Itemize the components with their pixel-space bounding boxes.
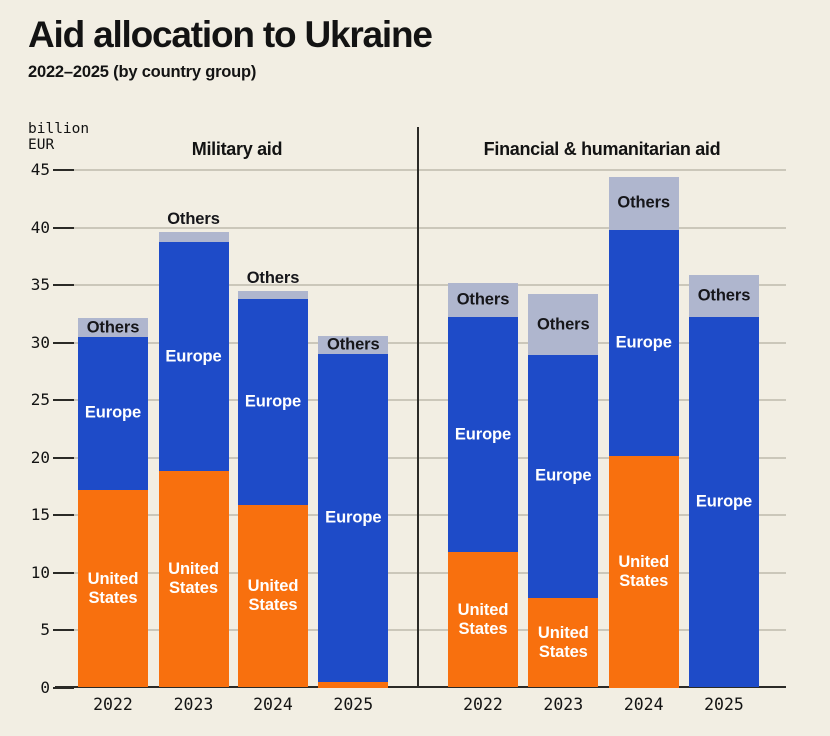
bar-segment-label-others: Others bbox=[537, 315, 590, 334]
x-axis-label: 2024 bbox=[253, 695, 293, 714]
bar-segment-europe bbox=[238, 298, 308, 505]
gridline bbox=[56, 456, 786, 459]
axis-tick bbox=[53, 399, 74, 401]
y-axis-unit-label: billion EUR bbox=[28, 121, 90, 153]
bar-segment-europe bbox=[608, 229, 679, 457]
y-axis-tick-label: 20 bbox=[30, 447, 50, 467]
gridline bbox=[56, 341, 786, 344]
bar-segment-label-others: Others bbox=[697, 286, 751, 305]
bar-segment-label-europe: Europe bbox=[615, 333, 672, 352]
bar-segment-label-others: Others bbox=[617, 193, 670, 212]
y-axis-tick-label: 0 bbox=[40, 677, 50, 697]
axis-tick bbox=[53, 284, 74, 286]
bar-segment-label-others: Others bbox=[456, 290, 510, 309]
y-axis-unit-line1: billion bbox=[28, 121, 90, 137]
bar-segment-label-europe: Europe bbox=[454, 425, 512, 443]
y-axis-tick-label: 5 bbox=[40, 620, 50, 639]
y-axis-tick-label: 15 bbox=[30, 505, 50, 524]
bar-segment-us bbox=[318, 681, 389, 688]
gridline bbox=[56, 571, 786, 574]
axis-tick bbox=[53, 226, 74, 229]
bar-segment-label-us: United States bbox=[537, 623, 589, 661]
bar-segment-others bbox=[689, 274, 759, 318]
bar-segment-label-us: United States bbox=[457, 600, 509, 638]
bar-segment-others bbox=[608, 176, 679, 230]
bar-segment-others bbox=[158, 232, 229, 243]
bar-segment-us bbox=[78, 489, 148, 688]
y-axis-tick-label: 30 bbox=[30, 332, 50, 352]
page-title: Aid allocation to Ukraine bbox=[28, 14, 433, 55]
bar-segment-label-us: United States bbox=[87, 569, 139, 607]
bar-segment-label-us: United States bbox=[168, 560, 219, 598]
axis-tick bbox=[53, 341, 74, 344]
y-axis-tick-label: 40 bbox=[30, 217, 50, 237]
x-axis-label: 2022 bbox=[463, 695, 503, 714]
bar-segment-others bbox=[318, 335, 389, 354]
bar-segment-label-europe: Europe bbox=[244, 392, 302, 411]
bar-segment-us bbox=[158, 471, 229, 688]
bar-segment-label-us: United States bbox=[618, 552, 670, 590]
bar-segment-europe bbox=[318, 354, 389, 682]
bar-segment-label-europe: Europe bbox=[165, 347, 222, 366]
y-axis-unit-line2: EUR bbox=[28, 136, 55, 153]
bar-segment-us bbox=[608, 456, 679, 688]
bar-segment-label-europe: Europe bbox=[695, 492, 753, 511]
bar-segment-us bbox=[448, 551, 518, 688]
axis-tick bbox=[53, 571, 74, 574]
y-axis-tick-label: 25 bbox=[30, 390, 50, 409]
y-axis-tick-label: 10 bbox=[30, 562, 50, 582]
bar-segment-others bbox=[528, 294, 599, 356]
bar-segment-label-europe: Europe bbox=[535, 466, 592, 485]
y-axis-tick-label: 45 bbox=[30, 160, 50, 179]
x-axis-label: 2025 bbox=[333, 695, 374, 714]
bar-segment-us bbox=[238, 504, 308, 688]
page-subtitle: 2022–2025 (by country group) bbox=[28, 63, 257, 81]
bar-segment-europe bbox=[158, 242, 229, 472]
bar-segment-label-others: Others bbox=[86, 318, 140, 337]
gridline bbox=[56, 169, 786, 171]
bar-segment-others bbox=[238, 290, 308, 299]
axis-tick bbox=[53, 514, 74, 516]
axis-tick bbox=[53, 456, 74, 459]
bar-segment-others bbox=[448, 282, 518, 318]
x-axis-label: 2022 bbox=[93, 695, 133, 714]
gridline bbox=[56, 629, 786, 631]
bar-segment-europe bbox=[689, 317, 759, 688]
bar-segment-label-europe: Europe bbox=[325, 508, 382, 527]
gridline bbox=[56, 284, 786, 286]
x-axis-label: 2025 bbox=[704, 695, 744, 714]
panel-title-military: Military aid bbox=[191, 139, 283, 159]
y-axis-tick-label: 35 bbox=[30, 275, 50, 294]
axis-tick bbox=[53, 169, 74, 171]
panel-title-financial: Financial & humanitarian aid bbox=[483, 139, 721, 159]
x-axis-label: 2024 bbox=[623, 695, 664, 714]
bar-segment-europe bbox=[78, 336, 148, 490]
bar-segment-others bbox=[78, 318, 148, 337]
bar-segment-label-others: Others bbox=[167, 210, 220, 229]
bar-segment-label-others: Others bbox=[327, 335, 380, 354]
bar-segment-label-europe: Europe bbox=[84, 403, 142, 422]
panel-divider bbox=[417, 127, 419, 686]
gridline bbox=[56, 514, 786, 516]
bar-segment-europe bbox=[528, 355, 599, 598]
x-axis-baseline bbox=[55, 686, 786, 688]
axis-tick bbox=[53, 629, 74, 631]
x-axis-label: 2023 bbox=[173, 695, 214, 714]
gridline bbox=[56, 226, 786, 229]
bar-segment-europe bbox=[448, 317, 518, 552]
bar-segment-label-others: Others bbox=[246, 268, 300, 287]
gridline bbox=[56, 399, 786, 401]
bar-segment-us bbox=[528, 597, 599, 688]
bar-segment-label-us: United States bbox=[247, 577, 299, 615]
x-axis-label: 2023 bbox=[543, 695, 584, 714]
